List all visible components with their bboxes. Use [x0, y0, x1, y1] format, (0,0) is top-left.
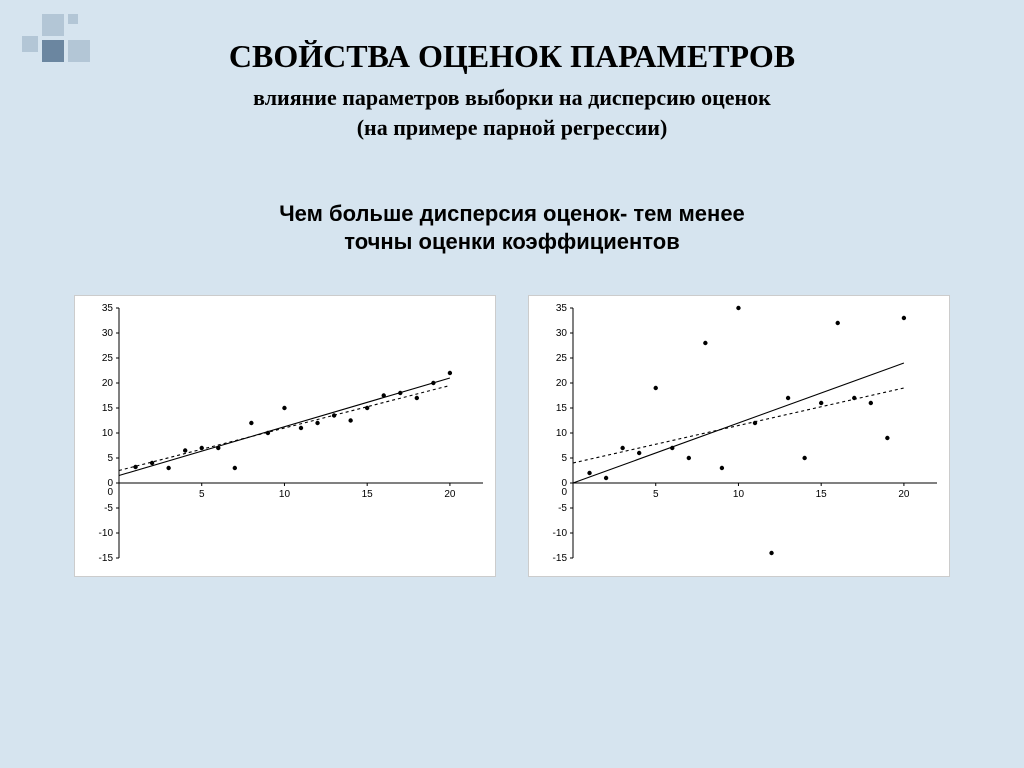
slide: СВОЙСТВА ОЦЕНОК ПАРАМЕТРОВ влияние парам… [0, 0, 1024, 768]
svg-text:35: 35 [102, 303, 114, 314]
svg-text:5: 5 [199, 489, 205, 500]
chart-left: -15-10-50510152025303551015200 [74, 295, 496, 577]
svg-text:30: 30 [556, 328, 568, 339]
chart-right-svg: -15-10-50510152025303551015200 [529, 296, 949, 576]
svg-text:0: 0 [561, 487, 567, 498]
svg-text:0: 0 [107, 487, 113, 498]
svg-text:15: 15 [362, 489, 374, 500]
subtitle-line-2: (на примере парной регрессии) [0, 115, 1024, 141]
svg-text:25: 25 [102, 353, 114, 364]
svg-text:20: 20 [444, 489, 456, 500]
subtitle-line-1: влияние параметров выборки на дисперсию … [0, 85, 1024, 111]
text-block: СВОЙСТВА ОЦЕНОК ПАРАМЕТРОВ влияние парам… [0, 0, 1024, 255]
svg-text:20: 20 [898, 489, 910, 500]
svg-text:5: 5 [653, 489, 659, 500]
decor-square [68, 40, 90, 62]
svg-text:-5: -5 [104, 503, 113, 514]
svg-text:25: 25 [556, 353, 568, 364]
corner-decor [22, 14, 112, 84]
title: СВОЙСТВА ОЦЕНОК ПАРАМЕТРОВ [0, 38, 1024, 75]
decor-square [42, 14, 64, 36]
body-line-2: точны оценки коэффициентов [0, 229, 1024, 255]
svg-text:15: 15 [556, 403, 568, 414]
svg-text:30: 30 [102, 328, 114, 339]
charts-row: -15-10-50510152025303551015200 -15-10-50… [0, 295, 1024, 577]
chart-right: -15-10-50510152025303551015200 [528, 295, 950, 577]
svg-text:20: 20 [556, 378, 568, 389]
svg-text:20: 20 [102, 378, 114, 389]
svg-text:10: 10 [733, 489, 745, 500]
svg-text:10: 10 [556, 428, 568, 439]
svg-text:15: 15 [816, 489, 828, 500]
svg-text:10: 10 [102, 428, 114, 439]
svg-text:5: 5 [107, 453, 113, 464]
svg-text:35: 35 [556, 303, 568, 314]
svg-text:15: 15 [102, 403, 114, 414]
svg-text:-10: -10 [99, 528, 114, 539]
svg-text:-15: -15 [99, 553, 114, 564]
svg-text:-10: -10 [553, 528, 568, 539]
svg-text:10: 10 [279, 489, 291, 500]
decor-square [22, 36, 38, 52]
svg-text:-15: -15 [553, 553, 568, 564]
body-line-1: Чем больше дисперсия оценок- тем менее [0, 201, 1024, 227]
decor-square [42, 40, 64, 62]
svg-text:5: 5 [561, 453, 567, 464]
chart-left-svg: -15-10-50510152025303551015200 [75, 296, 495, 576]
svg-text:-5: -5 [558, 503, 567, 514]
decor-square [68, 14, 78, 24]
